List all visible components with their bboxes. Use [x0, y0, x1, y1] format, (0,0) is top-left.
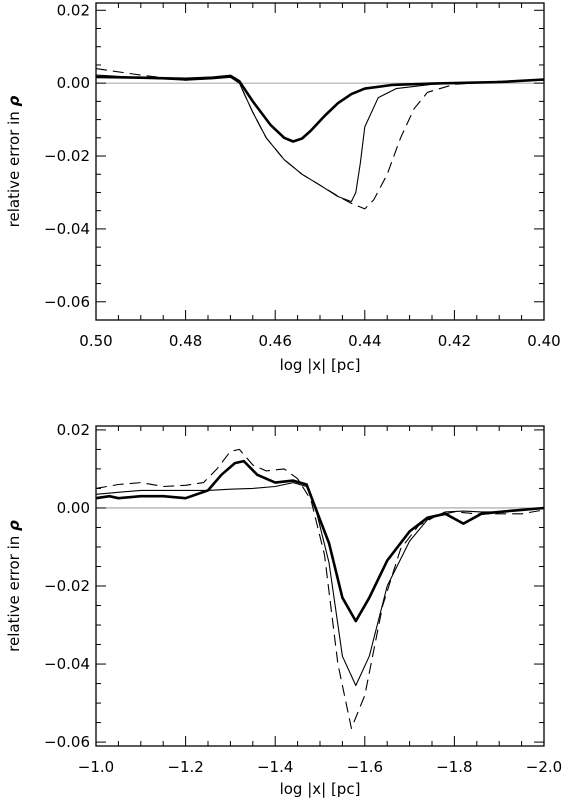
y-axis-label-text: relative error in — [5, 106, 23, 227]
y-tick-label: 0.02 — [57, 1, 90, 19]
y-axis-label: relative error in ρ — [5, 95, 23, 227]
series-line-thick — [95, 459, 545, 623]
y-tick-label: −0.04 — [44, 220, 90, 238]
y-tick-label: −0.02 — [44, 577, 90, 595]
x-tick-label: 0.50 — [79, 332, 112, 350]
series-line-thin — [95, 482, 545, 687]
top-panel: 0.50 0.48 0.46 0.44 0.42 0.40 0.02 0.00 −0.02 −0.… — [5, 1, 561, 374]
series-line-dashed — [95, 68, 545, 210]
series-line-dashed — [95, 448, 545, 729]
bottom-panel: −1.0 −1.2 −1.4 −1.6 −1.8 −2.0 0.02 0.00 −0.02 −0.… — [5, 421, 562, 798]
y-axis-label: relative error in ρ — [5, 520, 23, 652]
x-axis-label: log |x| [pc] — [280, 356, 361, 374]
x-tick-label: −1.8 — [436, 758, 472, 776]
y-axis-label-symbol: ρ — [5, 520, 23, 531]
series-line-thick — [95, 74, 545, 143]
y-axis-label-text: relative error in — [5, 531, 23, 652]
y-tick-label: 0.00 — [57, 74, 90, 92]
x-tick-label: −1.2 — [167, 758, 203, 776]
y-axis-label-symbol: ρ — [5, 95, 23, 106]
y-tick-label: −0.06 — [44, 733, 90, 751]
x-tick-label: 0.46 — [258, 332, 291, 350]
x-tick-label: 0.40 — [527, 332, 560, 350]
x-tick-label: −1.0 — [78, 758, 114, 776]
plot-frame — [95, 425, 545, 747]
y-tick-label: −0.04 — [44, 655, 90, 673]
y-tick-label: −0.06 — [44, 293, 90, 311]
y-tick-label: 0.00 — [57, 499, 90, 517]
x-tick-label: −1.6 — [347, 758, 383, 776]
y-tick-label: −0.02 — [44, 147, 90, 165]
x-tick-label: 0.44 — [348, 332, 381, 350]
x-tick-label: 0.42 — [438, 332, 471, 350]
x-tick-label: −2.0 — [526, 758, 562, 776]
x-axis-label: log |x| [pc] — [280, 780, 361, 798]
x-tick-label: −1.4 — [257, 758, 293, 776]
plot-frame — [95, 2, 545, 321]
y-tick-label: 0.02 — [57, 421, 90, 439]
series-line-thin — [95, 74, 545, 203]
x-tick-label: 0.48 — [169, 332, 202, 350]
